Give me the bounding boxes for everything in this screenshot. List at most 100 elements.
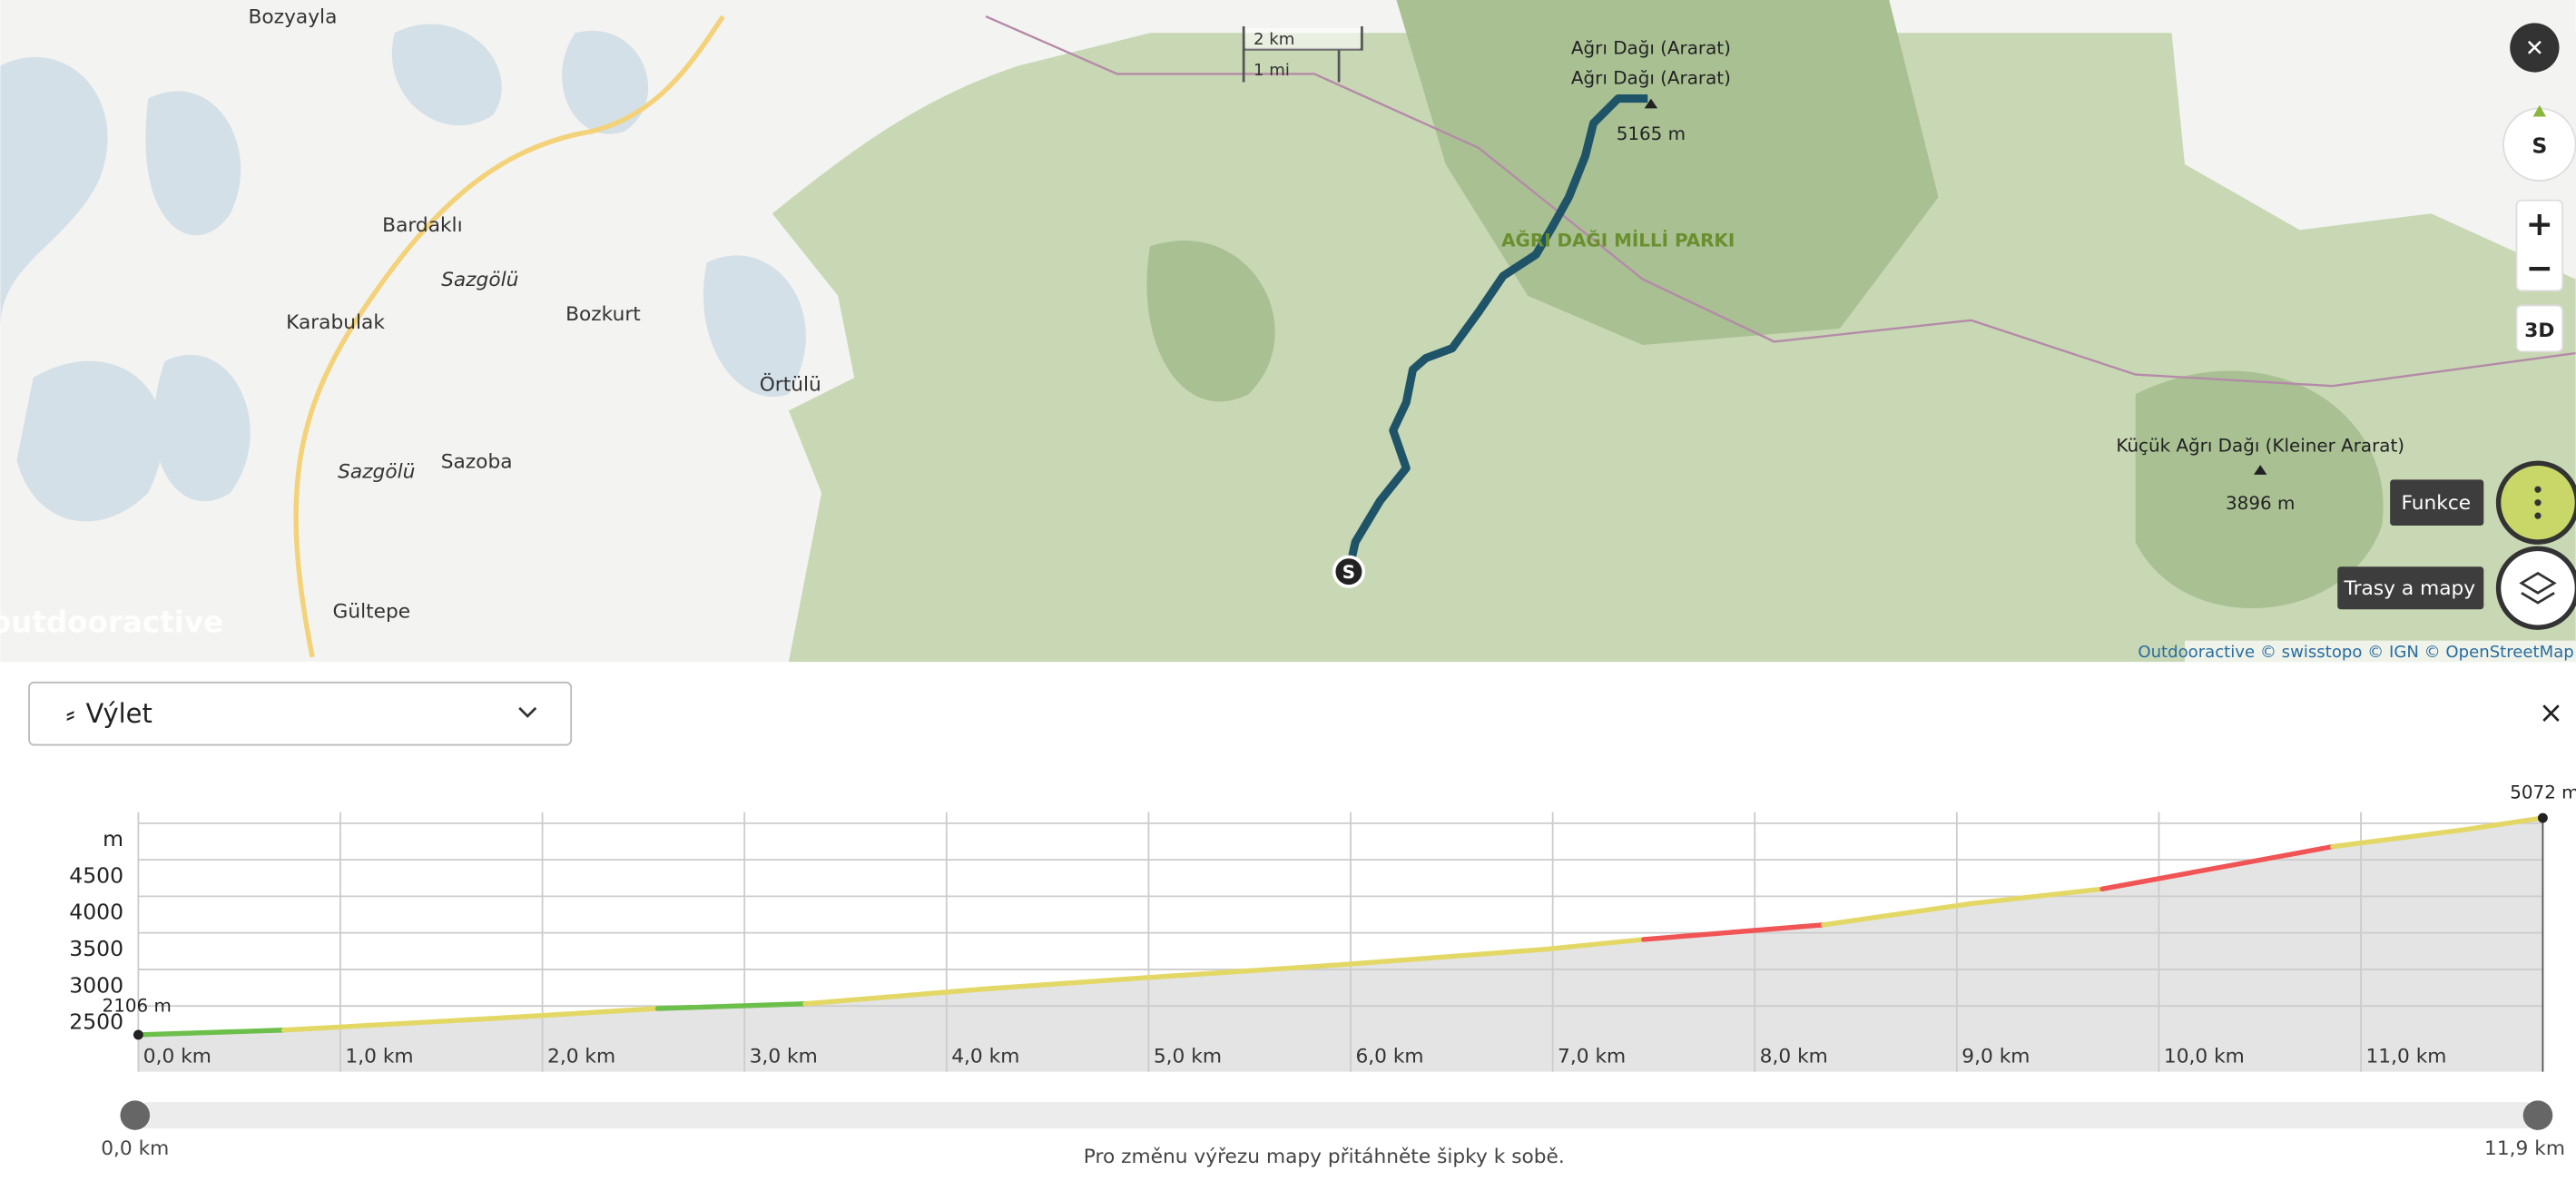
x-tick-label: 9,0 km — [1961, 1046, 2030, 1068]
slider-track — [134, 1102, 2538, 1129]
mountain-shade — [1146, 0, 2384, 609]
compass-label: S — [2532, 133, 2547, 158]
routes-label: Trasy a mapy — [2344, 577, 2476, 600]
park-label: AĞRI DAĞI MİLLİ PARKI — [1501, 229, 1735, 251]
routes-tooltip — [2337, 566, 2484, 610]
profile-segment — [1145, 961, 1350, 980]
dropdown-chevron — [518, 706, 537, 718]
start-marker-label: S — [1342, 562, 1355, 583]
close-map-icon: ✕ — [2525, 34, 2544, 62]
profile-segment — [280, 1016, 497, 1033]
peak-icon — [1644, 98, 1658, 109]
dropdown[interactable] — [28, 681, 573, 746]
terrain-shade — [0, 24, 806, 522]
profile-segment — [1968, 886, 2105, 907]
peak-height: 3896 m — [2226, 493, 2295, 514]
functions-label: Funkce — [2401, 492, 2471, 515]
scale-bg — [1244, 27, 1361, 50]
place-label: Sazoba — [441, 451, 513, 474]
x-tick-label: 6,0 km — [1355, 1046, 1423, 1068]
profile-segment — [1343, 947, 1548, 968]
peak-label: Ağrı Dağı (Ararat) — [1571, 38, 1731, 59]
x-tick-label: 2,0 km — [547, 1046, 615, 1068]
attribution-bg — [2184, 640, 2576, 663]
place-label: Karabulak — [286, 311, 385, 334]
end-point — [2537, 812, 2548, 823]
park-area — [772, 33, 2576, 663]
x-tick-label: 7,0 km — [1558, 1046, 1626, 1068]
x-tick-label: 1,0 km — [345, 1046, 413, 1068]
profile-segment — [802, 986, 990, 1007]
scale-km: 2 km — [1254, 30, 1294, 49]
place-label: Örtülü — [760, 373, 821, 397]
slider-hint: Pro změnu výřezu mapy přitáhněte šipky k… — [1084, 1146, 1565, 1168]
layers-icon — [2519, 571, 2557, 605]
profile-segment — [984, 975, 1152, 991]
place-label: Bozyayla — [249, 5, 338, 28]
3d-label: 3D — [2524, 320, 2554, 342]
x-tick-label: 0,0 km — [143, 1046, 211, 1068]
profile-segment — [654, 1001, 808, 1011]
end-annotation: 5072 m — [2510, 782, 2576, 802]
profile-segment — [2330, 827, 2467, 850]
peak-label: Küçük Ağrı Dağı (Kleiner Ararat) — [2116, 436, 2404, 457]
elevation-panel: ⸗ Výlet × 2500 3000 3500 4000 m 4500 0,0 km 1,0… — [0, 662, 2576, 1181]
layers-button[interactable] — [2495, 546, 2576, 630]
profile-segment — [135, 1028, 287, 1038]
functions-dots — [2534, 486, 2542, 519]
dropdown-label: Výlet — [85, 698, 152, 729]
slider-handle-start[interactable] — [120, 1100, 151, 1130]
start-marker[interactable] — [1332, 555, 1366, 588]
dropdown-icon: ⸗ — [66, 698, 75, 729]
route[interactable] — [1344, 94, 1648, 573]
scale-mi: 1 mi — [1254, 61, 1290, 80]
slider-end-label: 11,9 km — [2484, 1137, 2565, 1160]
zoom-in-button[interactable]: + — [2526, 204, 2553, 243]
y-tick-label: 3000 — [69, 972, 123, 998]
x-tick-label: 8,0 km — [1760, 1046, 1828, 1068]
slider-start-label: 0,0 km — [101, 1137, 169, 1160]
x-tick-label: 4,0 km — [951, 1046, 1019, 1068]
place-label: Sazgölü — [338, 461, 415, 484]
functions-tooltip — [2390, 479, 2484, 527]
peak-height: 5165 m — [1617, 123, 1686, 144]
start-annotation: 2106 m — [103, 996, 172, 1017]
y-tick-label: 4000 — [69, 900, 123, 925]
panel-close[interactable]: × — [2539, 695, 2563, 730]
place-label: Bozkurt — [565, 303, 641, 326]
watermark: outdooractive — [0, 605, 223, 640]
x-tick-label: 5,0 km — [1154, 1046, 1222, 1068]
y-tick-label: 4500 — [69, 862, 123, 888]
x-tick-label: 3,0 km — [750, 1046, 818, 1068]
elevation-chart: 2500 3000 3500 4000 m 4500 0,0 km 1,0 km 2,0 km 3… — [69, 782, 2576, 1072]
y-tick-label: m — [103, 826, 123, 851]
profile-segment — [2215, 843, 2335, 871]
road — [293, 15, 725, 658]
zoom-out-button[interactable]: − — [2526, 249, 2553, 288]
peak-label: Ağrı Dağı (Ararat) — [1571, 67, 1731, 88]
x-tick-label: 11,0 km — [2366, 1046, 2447, 1068]
peak-icon — [2253, 465, 2267, 475]
y-tick-label: 3500 — [69, 936, 123, 961]
map[interactable]: S Bozyayla Bardaklı Sazgölü Karabulak Bo… — [0, 0, 2576, 663]
profile-segment — [491, 1006, 661, 1021]
profile-segment — [1641, 922, 1826, 942]
profile-segment — [2461, 815, 2546, 832]
border — [985, 15, 2576, 388]
plain — [2168, 0, 2576, 280]
profile-segment — [1821, 901, 1974, 928]
close-map-button[interactable] — [2510, 23, 2560, 73]
zoom-control — [2515, 199, 2564, 292]
x-tick-label: 10,0 km — [2164, 1046, 2245, 1068]
y-tick-label: 2500 — [69, 1009, 123, 1035]
attribution[interactable]: Outdooractive © swisstopo © IGN © OpenSt… — [2138, 643, 2573, 662]
profile-segment — [1542, 937, 1647, 952]
3d-button[interactable] — [2515, 304, 2564, 353]
profile-segment — [2099, 865, 2220, 892]
slider-handle-end[interactable] — [2522, 1100, 2553, 1130]
place-label: Bardaklı — [382, 214, 462, 237]
compass-arrow — [2532, 104, 2547, 117]
place-label: Sazgölü — [441, 269, 518, 291]
